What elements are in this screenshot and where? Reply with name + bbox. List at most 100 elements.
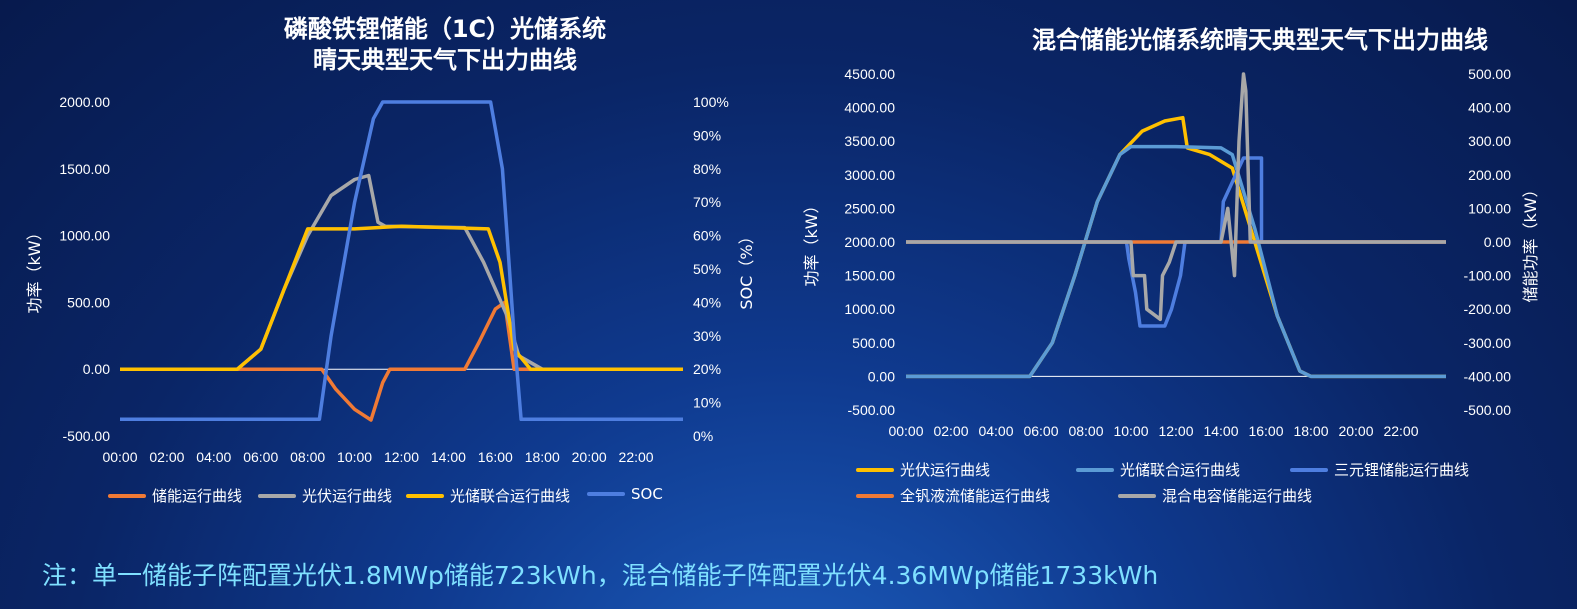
- legend-swatch: [587, 492, 625, 496]
- legend-item: 三元锂储能运行曲线: [1290, 459, 1469, 480]
- left-chart-panel: 磷酸铁锂储能（1C）光储系统 晴天典型天气下出力曲线 2000.00 1500.0…: [0, 0, 780, 520]
- x-tick-label: 02:00: [933, 423, 968, 439]
- y2-tick-label: 100.00: [1468, 200, 1511, 216]
- y2-tick-label: 200.00: [1468, 167, 1511, 183]
- series-line-1-4: [906, 72, 1446, 322]
- y2-tick-label: -200.00: [1464, 301, 1512, 317]
- y-axis-title: 功率（kW）: [25, 224, 44, 313]
- legend-label: SOC: [631, 485, 663, 503]
- y2-tick-label: 90%: [693, 127, 721, 143]
- legend-item: 光伏运行曲线: [856, 459, 990, 480]
- y2-tick-label: 400.00: [1468, 100, 1511, 116]
- x-tick-label: 20:00: [572, 449, 607, 465]
- y-tick-label: -500.00: [848, 402, 896, 418]
- x-tick-label: 22:00: [1383, 423, 1418, 439]
- legend-label: 光储联合运行曲线: [450, 487, 571, 505]
- y2-tick-label: 60%: [693, 228, 721, 244]
- x-tick-label: 16:00: [1248, 423, 1283, 439]
- left-title-line-2: 晴天典型天气下出力曲线: [313, 46, 577, 74]
- y-axis-title: 功率（kW）: [802, 197, 821, 286]
- x-tick-label: 06:00: [243, 449, 278, 465]
- y-tick-label: 3000.00: [844, 167, 895, 183]
- legend-swatch: [1118, 493, 1156, 498]
- legend-swatch: [856, 467, 894, 472]
- x-tick-label: 10:00: [1113, 423, 1148, 439]
- x-tick-label: 14:00: [1203, 423, 1238, 439]
- y-tick-label: 4000.00: [844, 100, 895, 116]
- y-tick-label: 0.00: [868, 368, 895, 384]
- legend-swatch: [258, 493, 296, 498]
- y2-axis-title: 储能功率（kW）: [1521, 181, 1540, 302]
- legend-swatch: [1290, 467, 1328, 472]
- x-tick-label: 00:00: [102, 449, 137, 465]
- left-title-line-1: 磷酸铁锂储能（1C）光储系统: [283, 15, 607, 43]
- legend-label: 储能运行曲线: [152, 487, 243, 505]
- y2-tick-label: 40%: [693, 294, 721, 310]
- right-chart-svg: 4500.00 4000.00 3500.00 3000.00 2500.00 2000.…: [802, 66, 1540, 439]
- x-tick-label: 12:00: [1158, 423, 1193, 439]
- legend-label: 混合电容储能运行曲线: [1162, 487, 1313, 505]
- x-tick-label: 04:00: [978, 423, 1013, 439]
- legend-item: 混合电容储能运行曲线: [1118, 485, 1312, 506]
- series-line-1-2: [906, 156, 1446, 328]
- y2-tick-label: 30%: [693, 328, 721, 344]
- y2-tick-label: 300.00: [1468, 133, 1511, 149]
- y2-tick-label: 0.00: [1484, 234, 1511, 250]
- y-tick-label: -500.00: [63, 428, 111, 444]
- legend-label: 光伏运行曲线: [302, 487, 393, 505]
- x-tick-label: 14:00: [431, 449, 466, 465]
- x-tick-label: 20:00: [1338, 423, 1373, 439]
- x-tick-label: 18:00: [1293, 423, 1328, 439]
- legend-label: 全钒液流储能运行曲线: [900, 487, 1051, 505]
- y2-tick-label: 80%: [693, 161, 721, 177]
- legend-swatch: [856, 493, 894, 498]
- y-tick-label: 2000.00: [844, 234, 895, 250]
- y-tick-label: 1500.00: [844, 268, 895, 284]
- y-tick-label: 1000.00: [59, 228, 110, 244]
- x-tick-label: 16:00: [478, 449, 513, 465]
- x-tick-label: 04:00: [196, 449, 231, 465]
- x-tick-label: 18:00: [525, 449, 560, 465]
- x-tick-label: 08:00: [290, 449, 325, 465]
- y2-tick-label: 20%: [693, 361, 721, 377]
- legend-item: 光伏运行曲线: [258, 485, 392, 506]
- left-chart-svg: 2000.00 1500.00 1000.00 500.00 0.00 -500.00 10…: [25, 94, 756, 465]
- y2-tick-label: 10%: [693, 395, 721, 411]
- x-tick-label: 12:00: [384, 449, 419, 465]
- y2-tick-label: 0%: [693, 428, 713, 444]
- y-tick-label: 2000.00: [59, 94, 110, 110]
- legend-label: 光伏运行曲线: [900, 461, 991, 479]
- legend-item: 全钒液流储能运行曲线: [856, 485, 1050, 506]
- x-tick-label: 22:00: [619, 449, 654, 465]
- y-tick-label: 1500.00: [59, 161, 110, 177]
- legend-swatch: [406, 493, 444, 498]
- series-line-0-0: [120, 300, 683, 422]
- y2-tick-label: 70%: [693, 194, 721, 210]
- y-tick-label: 1000.00: [844, 301, 895, 317]
- y-tick-label: 3500.00: [844, 133, 895, 149]
- footnote: 注：单一储能子阵配置光伏1.8MWp储能723kWh，混合储能子阵配置光伏4.3…: [42, 561, 1159, 590]
- y2-tick-label: -300.00: [1464, 335, 1512, 351]
- y2-tick-label: 50%: [693, 261, 721, 277]
- y-tick-label: 0.00: [83, 361, 110, 377]
- x-tick-label: 02:00: [149, 449, 184, 465]
- x-tick-label: 08:00: [1068, 423, 1103, 439]
- x-tick-label: 00:00: [888, 423, 923, 439]
- legend-item: 光储联合运行曲线: [406, 485, 570, 506]
- y2-tick-label: 500.00: [1468, 66, 1511, 82]
- legend-item: SOC: [587, 485, 663, 503]
- series-line-0-1: [120, 173, 683, 371]
- left-chart-title: 磷酸铁锂储能（1C）光储系统 晴天典型天气下出力曲线: [100, 14, 790, 76]
- series-line-1-1: [906, 144, 1446, 379]
- y2-tick-label: 100%: [693, 94, 729, 110]
- legend-item: 光储联合运行曲线: [1076, 459, 1240, 480]
- legend-swatch: [1076, 467, 1114, 472]
- y2-axis-title: SOC（%）: [737, 228, 756, 309]
- legend-label: 光储联合运行曲线: [1120, 461, 1241, 479]
- y-tick-label: 500.00: [852, 335, 895, 351]
- x-tick-label: 06:00: [1023, 423, 1058, 439]
- right-chart-title: 混合储能光储系统晴天典型天气下出力曲线: [1032, 26, 1488, 54]
- x-tick-label: 10:00: [337, 449, 372, 465]
- series-line-0-2: [120, 224, 683, 371]
- series-line-0-3: [120, 100, 683, 422]
